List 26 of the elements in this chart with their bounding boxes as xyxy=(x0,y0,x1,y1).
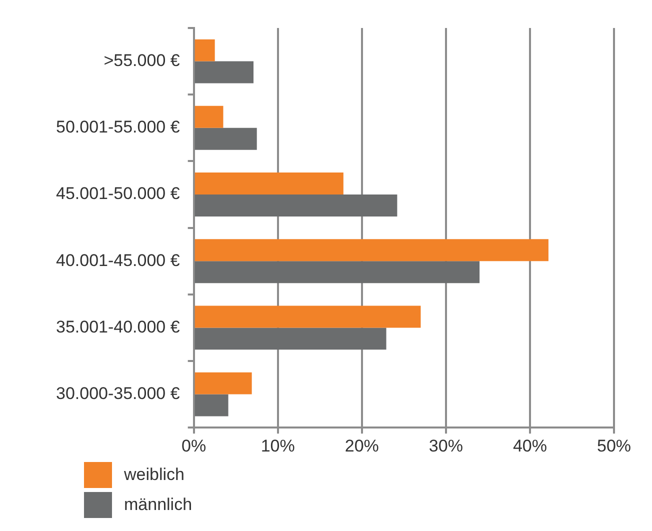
x-tick-label: 50% xyxy=(596,436,632,456)
bar xyxy=(194,328,386,350)
bar xyxy=(194,61,254,84)
bar xyxy=(194,39,215,62)
x-tick-label: 0% xyxy=(182,436,206,456)
legend-label: männlich xyxy=(124,495,192,515)
bar xyxy=(194,194,398,216)
x-tick-label: 10% xyxy=(260,436,295,456)
y-tick-label: 45.001-50.000 € xyxy=(56,184,180,204)
y-tick-label: 50.001-55.000 € xyxy=(56,118,180,137)
y-tick-label: 30.000-35.000 € xyxy=(56,384,180,403)
x-tick-label: 30% xyxy=(428,436,463,456)
bar xyxy=(194,261,480,284)
bar xyxy=(194,394,228,416)
x-tick-label: 40% xyxy=(512,436,547,456)
bar xyxy=(194,372,252,394)
legend-label: weiblich xyxy=(124,465,184,485)
x-tick-label: 20% xyxy=(344,436,379,456)
y-tick-label: >55.000 € xyxy=(104,50,180,70)
bar xyxy=(194,239,548,262)
bar xyxy=(194,306,421,328)
bar xyxy=(194,128,257,150)
y-tick-label: 35.001-40.000 € xyxy=(56,317,180,336)
bar xyxy=(194,106,224,128)
y-tick-label: 40.001-45.000 € xyxy=(56,250,180,270)
bar xyxy=(194,172,344,194)
